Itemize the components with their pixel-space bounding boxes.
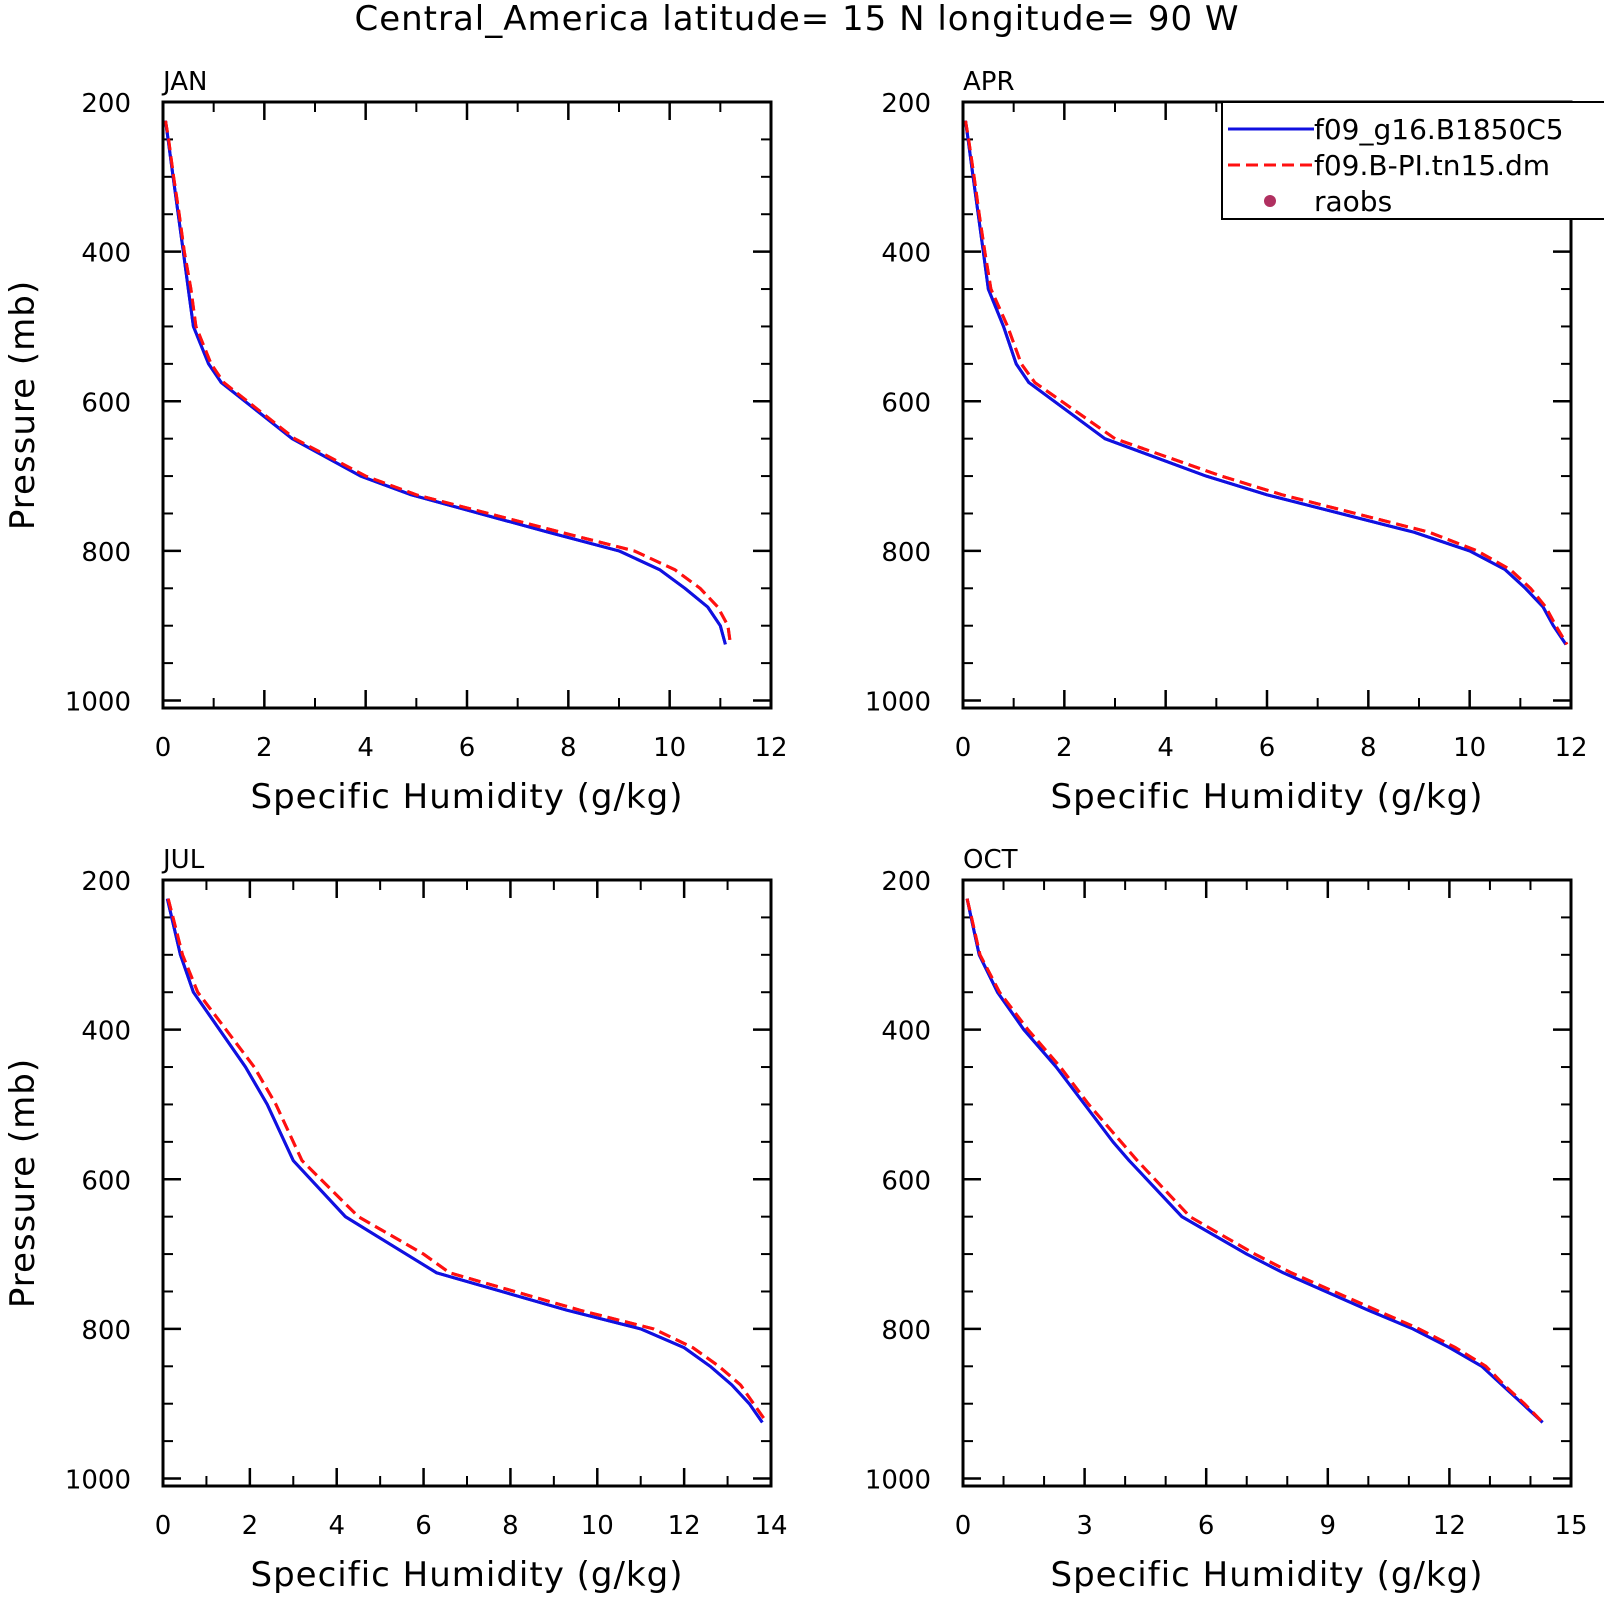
x-tick-label: 6: [1259, 733, 1276, 763]
x-tick-label: 6: [1198, 1511, 1215, 1541]
series-1-line: [965, 898, 1544, 1424]
x-tick-label: 10: [1453, 733, 1486, 763]
panel-jan: JAN 0 2 4 6 8 10 12 200 400 600 800 1000 Specific Hum…: [3, 67, 788, 817]
x-tick-label: 14: [754, 1511, 787, 1541]
x-axis-label: Specific Humidity (g/kg): [1051, 1555, 1484, 1595]
legend-label: raobs: [1314, 185, 1392, 218]
series-2-line-overlay: [164, 120, 732, 645]
x-tick-label: 0: [955, 733, 972, 763]
x-tick-label: 12: [754, 733, 787, 763]
x-tick-label: 15: [1554, 1511, 1587, 1541]
y-tick-label: 400: [881, 239, 931, 269]
series-1-line-overlay: [965, 898, 1544, 1424]
x-tick-label: 8: [502, 1511, 519, 1541]
x-tick-label: 6: [415, 1511, 432, 1541]
y-tick-label: 400: [81, 1017, 131, 1047]
x-tick-label: 8: [1360, 733, 1377, 763]
y-tick-label: 1000: [865, 688, 931, 718]
series-1-line-overlay: [164, 120, 727, 645]
x-tick-label: 0: [155, 733, 172, 763]
x-tick-label: 2: [242, 1511, 259, 1541]
y-tick-label: 400: [81, 239, 131, 269]
plot-frame: [161, 100, 773, 710]
y-tick-label: 600: [81, 388, 131, 418]
y-tick-label: 200: [881, 867, 931, 897]
series-2-line-overlay: [965, 898, 1544, 1424]
x-tick-label: 2: [256, 733, 273, 763]
x-axis-label: Specific Humidity (g/kg): [251, 1555, 684, 1595]
panel-label: APR: [963, 67, 1015, 97]
x-axis-label: Specific Humidity (g/kg): [251, 777, 684, 817]
y-tick-label: 800: [881, 1316, 931, 1346]
x-tick-label: 0: [155, 1511, 172, 1541]
legend-box: [1221, 101, 1604, 220]
panel-oct: OCT 0 3 6 9 12 15 200 400 600 800 1000 Specific Humi…: [865, 845, 1588, 1595]
x-tick-label: 10: [581, 1511, 614, 1541]
y-axis-label: Pressure (mb): [3, 280, 43, 530]
series-2-line-overlay: [964, 120, 1569, 646]
y-tick-label: 800: [881, 538, 931, 568]
legend-label: f09.B-PI.tn15.dm: [1314, 149, 1550, 182]
y-tick-label: 800: [81, 1316, 131, 1346]
series-1-line-overlay: [165, 898, 764, 1424]
y-tick-label: 600: [881, 1166, 931, 1196]
y-tick-label: 200: [81, 867, 131, 897]
panel-label: JAN: [161, 67, 207, 97]
series-2-line: [965, 898, 1544, 1424]
x-tick-label: 12: [1433, 1511, 1466, 1541]
series-2-line-overlay: [166, 898, 768, 1424]
y-tick-label: 1000: [65, 1466, 131, 1496]
legend-marker-raobs: [1264, 195, 1276, 207]
x-tick-label: 0: [955, 1511, 972, 1541]
series-1-line: [164, 120, 727, 645]
y-tick-label: 600: [881, 388, 931, 418]
x-tick-label: 10: [653, 733, 686, 763]
y-tick-label: 600: [81, 1166, 131, 1196]
x-tick-label: 3: [1076, 1511, 1093, 1541]
panel-label: JUL: [161, 845, 205, 875]
x-tick-label: 8: [560, 733, 577, 763]
y-tick-label: 200: [81, 89, 131, 119]
panel-jul: JUL 0 2 4 6 8 10 12 14 200 400 600 800 1000 Specific H…: [3, 845, 788, 1595]
y-axis-label: Pressure (mb): [3, 1058, 43, 1308]
x-axis-label: Specific Humidity (g/kg): [1051, 777, 1484, 817]
plot-frame: [961, 878, 1573, 1488]
x-tick-label: 12: [1554, 733, 1587, 763]
y-tick-label: 400: [881, 1017, 931, 1047]
y-tick-label: 200: [881, 89, 931, 119]
x-tick-label: 6: [459, 733, 476, 763]
x-tick-label: 12: [668, 1511, 701, 1541]
x-tick-label: 9: [1320, 1511, 1337, 1541]
series-2-line: [164, 120, 732, 645]
panel-label: OCT: [963, 845, 1018, 875]
figure-title: Central_America latitude= 15 N longitude…: [354, 0, 1239, 39]
legend-label: f09_g16.B1850C5: [1314, 113, 1564, 146]
x-tick-label: 2: [1056, 733, 1073, 763]
panel-apr: APR 0 2 4 6 8 10 12 200 400 600 800 1000 Specific Hum…: [865, 67, 1588, 817]
y-tick-label: 1000: [865, 1466, 931, 1496]
x-tick-label: 4: [357, 733, 374, 763]
y-tick-label: 1000: [65, 688, 131, 718]
y-tick-label: 800: [81, 538, 131, 568]
x-tick-label: 4: [1157, 733, 1174, 763]
x-tick-label: 4: [328, 1511, 345, 1541]
plot-frame: [161, 878, 773, 1488]
